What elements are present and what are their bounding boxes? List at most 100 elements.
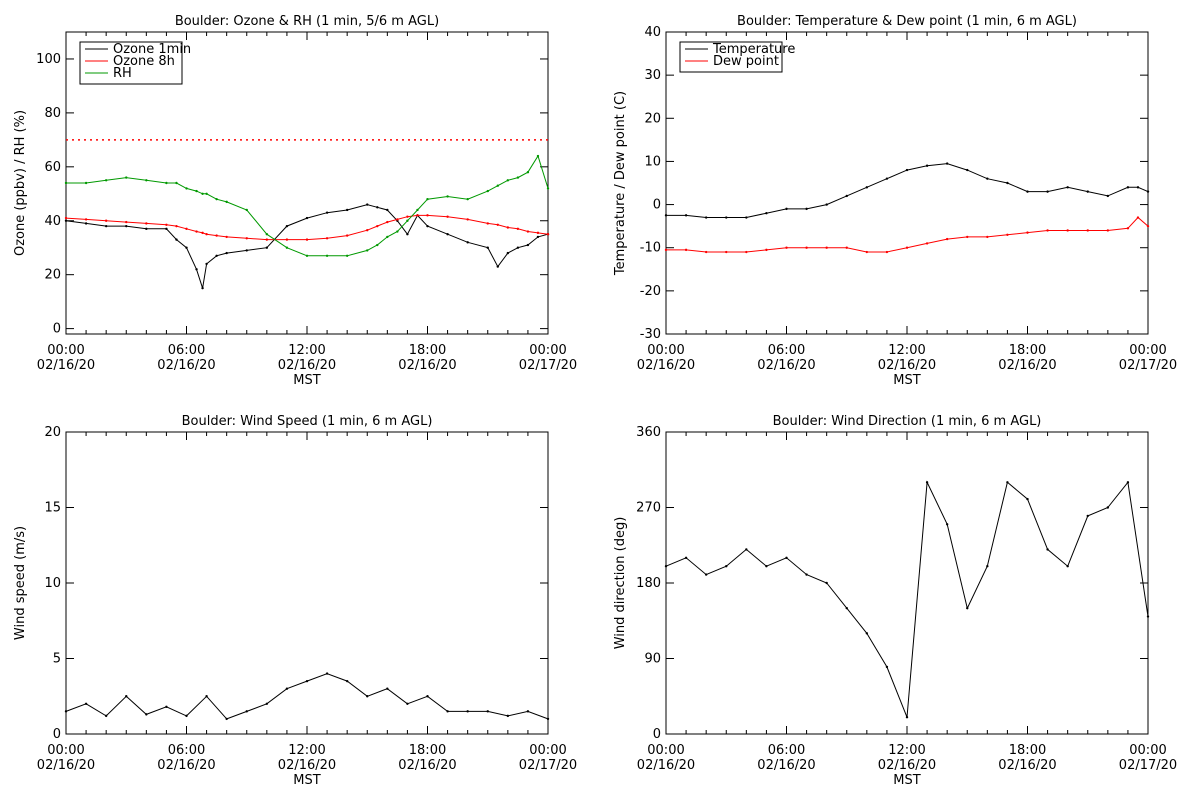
data-point xyxy=(745,548,748,551)
x-tick-time-label: 06:00 xyxy=(768,343,805,358)
data-point xyxy=(765,565,768,568)
y-tick-label: -30 xyxy=(640,327,661,342)
x-tick-time-label: 00:00 xyxy=(47,343,84,358)
data-point xyxy=(215,197,218,201)
y-tick-label: 60 xyxy=(44,160,61,175)
data-point xyxy=(1136,216,1140,219)
data-point xyxy=(285,687,289,690)
chart-title: Boulder: Temperature & Dew point (1 min,… xyxy=(737,14,1077,29)
y-tick-label: 40 xyxy=(644,25,661,40)
data-point xyxy=(446,215,449,218)
data-point xyxy=(406,215,409,218)
data-point xyxy=(1086,190,1089,193)
data-point xyxy=(1066,565,1069,568)
data-point xyxy=(945,162,949,165)
data-point xyxy=(175,238,178,241)
data-point xyxy=(466,241,469,244)
x-tick-date-label: 02/16/20 xyxy=(398,358,456,373)
data-point xyxy=(165,705,168,709)
legend-label: Ozone 8h xyxy=(113,54,175,69)
y-tick-label: 10 xyxy=(44,576,61,591)
x-tick-time-label: 12:00 xyxy=(888,343,925,358)
data-point xyxy=(725,216,728,219)
data-point xyxy=(684,214,688,217)
data-point xyxy=(725,250,728,254)
data-point xyxy=(765,248,768,252)
data-point xyxy=(104,179,108,182)
data-point xyxy=(195,268,198,271)
x-tick-time-label: 06:00 xyxy=(168,343,205,358)
data-point xyxy=(925,242,929,245)
data-point xyxy=(1006,481,1009,484)
data-point xyxy=(664,565,668,568)
data-point xyxy=(305,238,309,241)
data-point xyxy=(664,248,668,252)
data-point xyxy=(684,248,688,252)
legend-label: Temperature xyxy=(712,42,795,57)
data-point xyxy=(225,235,228,239)
data-point xyxy=(966,235,969,239)
data-point xyxy=(925,164,929,167)
data-point xyxy=(486,189,489,193)
data-point xyxy=(1146,190,1150,193)
data-point xyxy=(704,216,708,219)
y-tick-label: 360 xyxy=(636,425,661,440)
data-point xyxy=(245,208,248,212)
data-point xyxy=(265,246,269,249)
x-tick-time-label: 06:00 xyxy=(768,743,805,758)
y-tick-label: 20 xyxy=(644,111,661,126)
data-point xyxy=(905,246,909,249)
data-point xyxy=(345,208,349,212)
data-point xyxy=(496,223,499,226)
x-tick-time-label: 00:00 xyxy=(529,343,566,358)
data-point xyxy=(1146,615,1150,618)
data-point xyxy=(526,243,530,247)
data-point xyxy=(664,214,668,217)
x-tick-date-label: 02/17/20 xyxy=(1119,358,1177,373)
chart-panel-3: Boulder: Wind Speed (1 min, 6 m AGL) 0 5 10… xyxy=(13,414,577,788)
data-point xyxy=(466,710,469,713)
data-point xyxy=(506,179,510,182)
data-point xyxy=(64,219,68,222)
data-point xyxy=(526,230,530,233)
plot-frame xyxy=(665,431,1149,735)
data-point xyxy=(805,246,808,249)
x-tick-date-label: 02/16/20 xyxy=(878,758,936,773)
data-point xyxy=(205,192,208,195)
data-point xyxy=(205,262,208,266)
legend-label: Dew point xyxy=(713,54,779,69)
series-line-1 xyxy=(665,480,1149,718)
y-tick-label: 5 xyxy=(53,652,61,667)
data-point xyxy=(345,254,349,258)
data-point xyxy=(1086,229,1089,232)
y-axis-label: Ozone (ppbv) / RH (%) xyxy=(13,110,28,256)
data-point xyxy=(725,565,728,568)
data-point xyxy=(366,695,369,698)
x-tick-time-label: 12:00 xyxy=(888,743,925,758)
data-point xyxy=(905,716,909,719)
data-point xyxy=(885,250,889,254)
data-point xyxy=(201,286,204,290)
x-tick-date-label: 02/17/20 xyxy=(519,358,577,373)
data-point xyxy=(225,200,228,204)
x-tick-time-label: 00:00 xyxy=(529,743,566,758)
series-line-1 xyxy=(666,163,1149,218)
data-point xyxy=(376,243,379,247)
y-tick-label: 10 xyxy=(644,154,661,169)
data-point xyxy=(245,237,248,240)
data-point xyxy=(466,218,469,221)
chart-title: Boulder: Ozone & RH (1 min, 5/6 m AGL) xyxy=(175,14,439,29)
y-axis-label: Wind speed (m/s) xyxy=(13,526,28,640)
data-point xyxy=(486,246,489,249)
data-point xyxy=(845,194,848,198)
data-point xyxy=(325,672,329,675)
data-point xyxy=(945,523,949,526)
data-point xyxy=(785,207,788,211)
data-point xyxy=(416,208,419,212)
data-point xyxy=(1026,190,1029,193)
data-point xyxy=(305,254,309,258)
data-point xyxy=(145,222,148,225)
data-point xyxy=(546,233,550,236)
y-tick-label: 15 xyxy=(44,501,61,516)
